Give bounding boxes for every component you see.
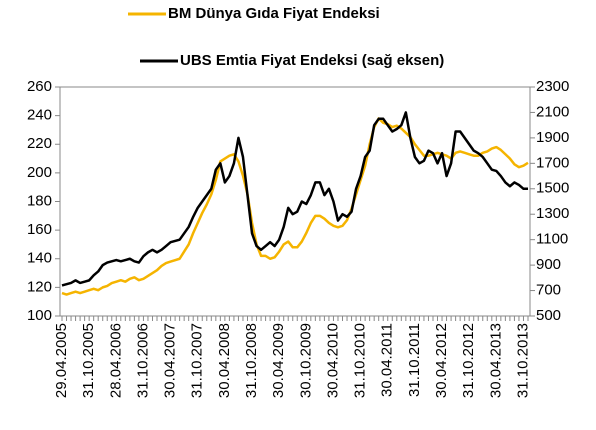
y2-tick-label: 500 [536,307,561,324]
x-tick-label: 30.04.2011 [379,323,396,397]
y-tick-label: 240 [27,107,52,124]
y-tick-label: 160 [27,221,52,238]
series-line [61,117,529,296]
y-tick-label: 200 [27,164,52,181]
x-tick-label: 30.04.2012 [433,323,450,398]
y2-tick-label: 700 [536,282,561,299]
x-tick-label: 29.04.2005 [53,323,70,398]
legend-label: BM Dünya Gıda Fiyat Endeksi [168,5,380,22]
x-tick-label: 31.10.2007 [189,323,206,398]
y-tick-label: 100 [27,307,52,324]
x-tick-label: 30.04.2013 [487,323,504,398]
x-tick-label: 31.10.2005 [80,323,97,398]
plot-area [59,86,531,317]
y2-tick-label: 900 [536,256,561,273]
x-tick-label: 31.10.2010 [352,323,369,398]
series-line [61,111,528,287]
y2-tick-label: 1700 [536,154,569,171]
x-tick-label: 30.04.2010 [324,323,341,398]
x-tick-label: 30.04.2007 [162,323,179,398]
y2-tick-label: 2300 [536,78,569,95]
y2-tick-label: 2100 [536,103,569,120]
x-tick-label: 30.04.2008 [216,323,233,398]
y-tick-label: 180 [27,192,52,209]
y-tick-label: 220 [27,135,52,152]
y-tick-label: 120 [27,278,52,295]
x-tick-label: 31.10.2008 [243,323,260,398]
y-tick-label: 140 [27,250,52,267]
x-tick-label: 31.10.2011 [406,323,423,397]
x-tick-label: 30.04.2009 [270,323,287,398]
y2-tick-label: 1100 [536,231,568,248]
y2-tick-label: 1500 [536,180,569,197]
y2-tick-label: 1300 [536,205,569,222]
x-tick-label: 31.10.2012 [460,323,477,398]
x-tick-label: 31.10.2013 [514,323,531,398]
legend-label: UBS Emtia Fiyat Endeksi (sağ eksen) [180,52,444,69]
x-tick-label: 30.10.2009 [297,323,314,398]
x-tick-label: 31.10.2006 [134,323,151,398]
y2-tick-label: 1900 [536,129,569,146]
x-tick-label: 28.04.2006 [107,323,124,398]
y-tick-label: 260 [27,78,52,95]
